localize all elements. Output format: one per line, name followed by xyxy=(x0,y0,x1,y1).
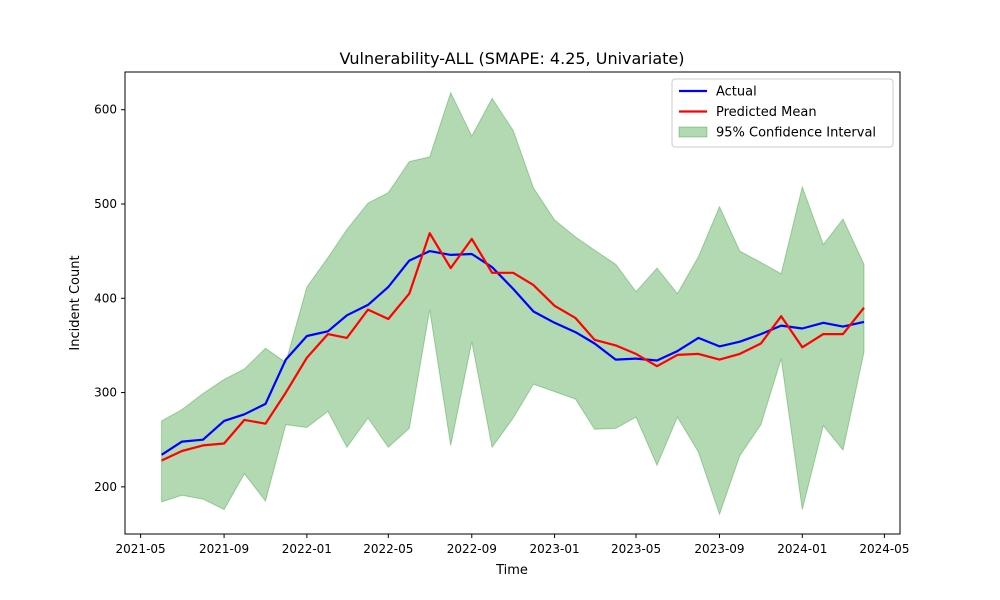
x-tick-label: 2024-05 xyxy=(859,542,909,556)
y-axis: 200 300 400 500 600 xyxy=(94,103,125,494)
x-tick-label: 2023-01 xyxy=(530,542,580,556)
x-tick-label: 2023-05 xyxy=(611,542,661,556)
x-tick-label: 2022-05 xyxy=(363,542,413,556)
legend-label-actual: Actual xyxy=(716,85,757,100)
y-axis-label: Incident Count xyxy=(68,255,83,350)
x-axis: 2021-05 2021-09 2022-01 2022-05 2022-09 2023-… xyxy=(116,534,909,556)
y-tick-label: 200 xyxy=(94,480,117,494)
y-tick-label: 300 xyxy=(94,386,117,400)
y-tick-label: 600 xyxy=(94,103,117,117)
x-tick-label: 2021-09 xyxy=(199,542,249,556)
series-line-predicted-mean xyxy=(161,232,865,462)
x-tick-label: 2022-01 xyxy=(282,542,332,556)
confidence-band xyxy=(161,91,865,516)
legend-label-95-confidence-interval: 95% Confidence Interval xyxy=(716,126,876,141)
chart-title: Vulnerability-ALL (SMAPE: 4.25, Univaria… xyxy=(340,49,685,68)
x-tick-label: 2023-09 xyxy=(694,542,744,556)
x-tick-label: 2021-05 xyxy=(116,542,166,556)
legend-label-predicted-mean: Predicted Mean xyxy=(716,105,817,120)
x-tick-label: 2024-01 xyxy=(777,542,827,556)
series-line-actual xyxy=(161,250,865,456)
plot-area xyxy=(161,91,865,516)
legend: Actual Predicted Mean 95% Confidence Inter… xyxy=(671,78,894,148)
plot-frame xyxy=(124,71,901,535)
x-axis-label: Time xyxy=(495,563,528,578)
y-tick-label: 400 xyxy=(94,291,117,305)
legend-box xyxy=(671,78,894,148)
y-tick-label: 500 xyxy=(94,197,117,211)
legend-swatch-95-confidence-interval xyxy=(678,126,708,138)
x-tick-label: 2022-09 xyxy=(447,542,497,556)
